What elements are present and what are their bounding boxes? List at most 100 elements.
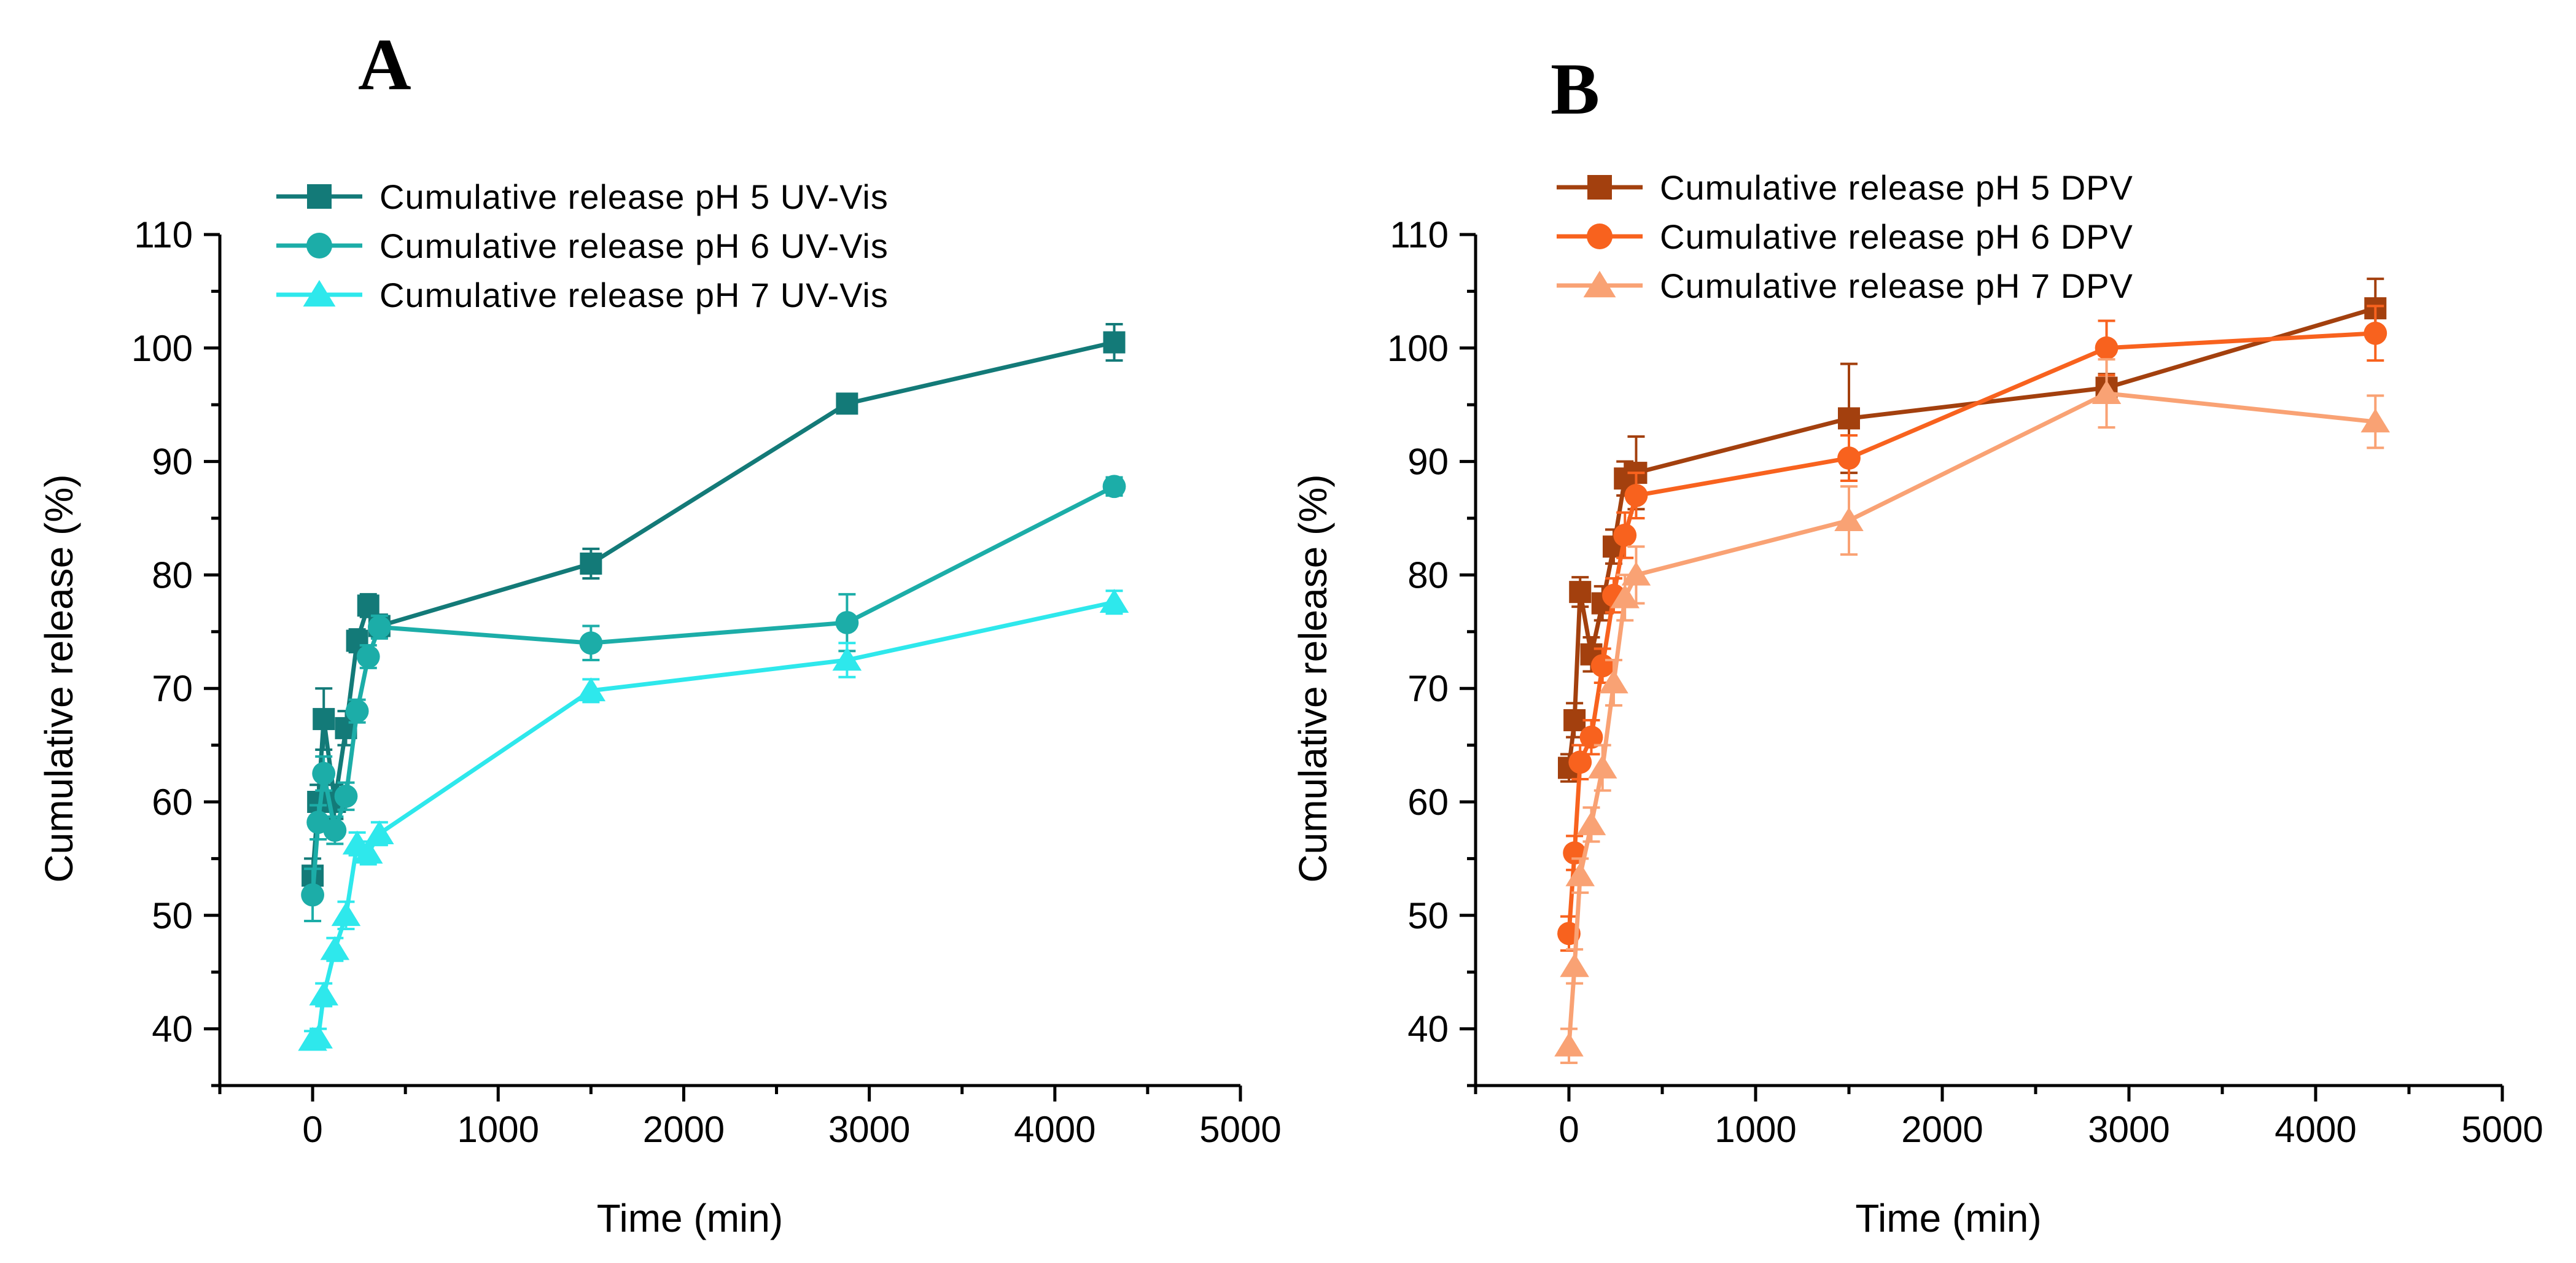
x-axis-label: Time (min) xyxy=(597,1196,783,1240)
y-tick-label: 70 xyxy=(152,668,193,709)
y-tick-label: 100 xyxy=(131,328,193,369)
series-circle xyxy=(301,475,1126,923)
y-axis-label: Cumulative release (%) xyxy=(37,474,81,882)
data-point xyxy=(1838,407,1860,430)
data-point xyxy=(1560,953,1589,977)
y-tick-label: 90 xyxy=(152,441,193,483)
legend-label: Cumulative release pH 7 UV-Vis xyxy=(379,276,889,314)
y-tick-label: 80 xyxy=(152,554,193,596)
data-point xyxy=(1099,589,1129,613)
series-triangle xyxy=(298,589,1129,1051)
legend-label: Cumulative release pH 7 DPV xyxy=(1660,266,2133,305)
data-point xyxy=(836,392,858,415)
data-point xyxy=(1554,1032,1584,1057)
y-tick-label: 80 xyxy=(1407,554,1449,596)
y-tick-label: 110 xyxy=(134,214,193,255)
data-point xyxy=(1103,331,1126,354)
x-tick-label: 1000 xyxy=(1714,1109,1796,1150)
data-point xyxy=(2095,336,2119,360)
legend-marker xyxy=(307,184,332,209)
series-square xyxy=(1558,278,2387,783)
data-point xyxy=(357,594,379,617)
y-tick-label: 50 xyxy=(152,895,193,936)
data-point xyxy=(1624,484,1648,507)
data-point xyxy=(832,647,862,671)
series-line xyxy=(311,600,1115,1043)
x-tick-label: 1000 xyxy=(457,1109,539,1150)
data-point xyxy=(580,552,602,575)
data-point xyxy=(309,981,338,1006)
data-point xyxy=(1565,862,1595,887)
legend-marker xyxy=(1587,223,1613,249)
panel-b-letter: B xyxy=(1551,48,1600,130)
y-tick-label: 70 xyxy=(1407,668,1449,709)
legend-label: Cumulative release pH 5 UV-Vis xyxy=(379,177,889,216)
y-tick-label: 60 xyxy=(152,782,193,823)
data-point xyxy=(576,677,606,702)
y-tick-label: 40 xyxy=(1407,1009,1449,1050)
data-point xyxy=(313,708,335,731)
y-tick-label: 110 xyxy=(1390,214,1449,255)
data-point xyxy=(1579,725,1603,749)
data-point xyxy=(2360,408,2391,433)
x-axis-label: Time (min) xyxy=(1855,1196,2041,1240)
y-tick-label: 100 xyxy=(1387,328,1449,369)
y-tick-label: 60 xyxy=(1407,782,1449,823)
data-point xyxy=(1576,811,1606,836)
data-point xyxy=(312,761,336,785)
data-point xyxy=(303,1024,333,1049)
series-triangle xyxy=(1554,358,2391,1065)
data-point xyxy=(1613,523,1637,547)
data-point xyxy=(1837,446,1861,470)
data-point xyxy=(1563,709,1586,731)
x-tick-label: 3000 xyxy=(828,1109,910,1150)
x-tick-label: 5000 xyxy=(2461,1109,2543,1150)
y-tick-label: 50 xyxy=(1407,895,1449,936)
x-tick-label: 4000 xyxy=(2274,1109,2356,1150)
data-point xyxy=(579,631,603,655)
data-point xyxy=(320,936,350,960)
legend-label: Cumulative release pH 5 DPV xyxy=(1660,168,2133,207)
series-square xyxy=(302,322,1126,894)
x-tick-label: 0 xyxy=(1558,1109,1579,1150)
series-line xyxy=(1566,306,2376,768)
y-tick-label: 90 xyxy=(1407,441,1449,483)
legend-label: Cumulative release pH 6 UV-Vis xyxy=(379,227,889,265)
data-point xyxy=(323,818,347,842)
legend-entry: Cumulative release pH 6 UV-Vis xyxy=(276,227,889,265)
data-point xyxy=(365,820,394,845)
legend-entry: Cumulative release pH 5 UV-Vis xyxy=(276,177,889,216)
legend-label: Cumulative release pH 6 DPV xyxy=(1660,217,2133,256)
data-point xyxy=(2092,380,2122,404)
data-point xyxy=(1599,669,1628,694)
legend-marker xyxy=(1587,175,1612,200)
data-point xyxy=(353,839,383,864)
data-point xyxy=(345,699,369,723)
series-line xyxy=(1566,331,2376,934)
legend-marker xyxy=(1583,271,1616,298)
data-point xyxy=(367,615,391,639)
series-line xyxy=(310,484,1116,895)
legend-marker xyxy=(303,280,336,307)
legend-marker xyxy=(306,233,332,258)
data-point xyxy=(334,784,358,808)
legend-entry: Cumulative release pH 7 DPV xyxy=(1557,266,2133,305)
x-tick-label: 3000 xyxy=(2088,1109,2169,1150)
legend-entry: Cumulative release pH 6 DPV xyxy=(1557,217,2133,256)
data-point xyxy=(1569,581,1592,604)
x-tick-label: 4000 xyxy=(1014,1109,1095,1150)
legend-entry: Cumulative release pH 7 UV-Vis xyxy=(276,276,889,314)
data-point xyxy=(1834,507,1864,531)
data-point xyxy=(331,902,361,927)
data-point xyxy=(2364,321,2387,345)
y-axis-label: Cumulative release (%) xyxy=(1291,474,1335,882)
data-point xyxy=(1590,654,1614,678)
data-point xyxy=(1568,750,1592,774)
data-point xyxy=(835,611,859,634)
chart-panel-b: 0 1000 2000 3000 4000 5000 40 50 60 70 80 90 100 110 T… xyxy=(1291,168,2543,1240)
data-point xyxy=(1102,475,1126,499)
x-tick-label: 0 xyxy=(302,1109,322,1150)
series-line xyxy=(1566,391,2376,1046)
x-tick-label: 2000 xyxy=(643,1109,725,1150)
